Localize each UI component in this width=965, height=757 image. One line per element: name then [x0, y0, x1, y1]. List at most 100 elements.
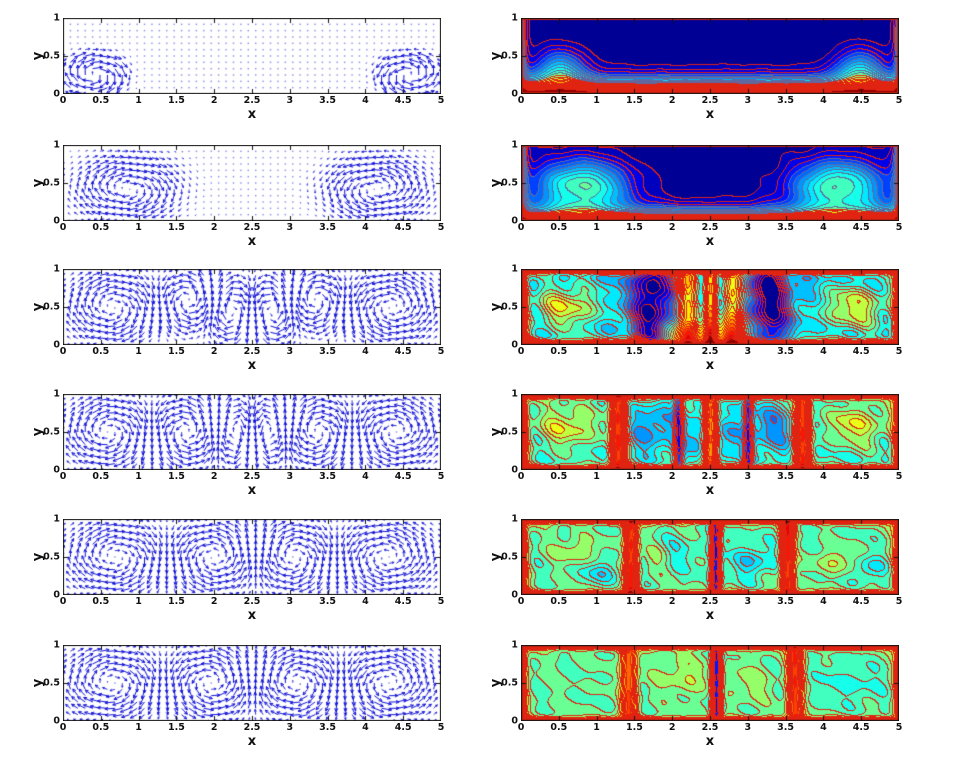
x-tick-label: 3 — [744, 596, 752, 607]
x-tick-label: 2.5 — [701, 471, 719, 482]
x-axis-label: x — [247, 483, 257, 498]
plot-canvas-row1-col1 — [63, 18, 441, 94]
x-tick-label: 2.5 — [243, 95, 261, 106]
x-tick-label: 3 — [744, 471, 752, 482]
x-tick-label: 2.5 — [243, 722, 261, 733]
panel-row1-col2-contourf: 0 0.5 1 1.5 2 2.5 3 3.5 4 4.5 5 0 0.5 1 x y — [489, 13, 903, 123]
x-tick-label: 3 — [286, 471, 294, 482]
x-tick-label: 1 — [135, 722, 142, 733]
y-axis-label: y — [488, 302, 504, 312]
y-tick-label: 1 — [53, 639, 60, 651]
x-tick-label: 2.5 — [243, 596, 261, 607]
x-tick-label: 4.5 — [394, 222, 412, 233]
x-tick-label: 5 — [895, 95, 903, 106]
y-tick-label: 0.5 — [501, 177, 518, 189]
x-tick-label: 3 — [744, 95, 752, 106]
x-tick-label: 5 — [437, 722, 445, 733]
x-tick-label: 3.5 — [319, 222, 337, 233]
y-tick-label: 0 — [53, 589, 60, 601]
y-tick-label: 0.5 — [501, 301, 518, 313]
panel-row1-col1-quiver: 0 0.5 1 1.5 2 2.5 3 3.5 4 4.5 5 0 0.5 1 x y — [31, 13, 445, 123]
y-tick-label: 0 — [511, 339, 518, 351]
x-tick-label: 4.5 — [852, 222, 870, 233]
x-tick-label: 2.5 — [243, 222, 261, 233]
x-tick-label: 1 — [135, 471, 142, 482]
plot-canvas-row6-col2 — [521, 645, 899, 721]
y-tick-label: 0 — [511, 464, 518, 476]
x-tick-label: 2 — [668, 596, 676, 607]
plot-canvas-row3-col1 — [63, 269, 441, 345]
x-tick-label: 3 — [744, 222, 752, 233]
plot-canvas-row5-col2 — [521, 519, 899, 595]
x-tick-label: 2.5 — [243, 471, 261, 482]
plot-canvas-row6-col1 — [63, 645, 441, 721]
x-axis-label: x — [247, 734, 257, 749]
x-tick-label: 0.5 — [92, 596, 110, 607]
x-tick-label: 0.5 — [92, 471, 110, 482]
x-tick-label: 1.5 — [625, 222, 643, 233]
x-tick-label: 4 — [362, 222, 369, 233]
panel-row3-col1-quiver: 0 0.5 1 1.5 2 2.5 3 3.5 4 4.5 5 0 0.5 1 x y — [31, 264, 445, 374]
x-tick-label: 2.5 — [243, 346, 261, 357]
y-tick-label: 1 — [53, 388, 60, 400]
x-tick-label: 0.5 — [92, 722, 110, 733]
x-tick-label: 4 — [820, 346, 827, 357]
x-tick-label: 3 — [286, 222, 294, 233]
x-tick-label: 0 — [59, 95, 67, 106]
x-tick-label: 1.5 — [167, 471, 185, 482]
x-tick-label: 5 — [437, 95, 445, 106]
x-tick-label: 3.5 — [319, 722, 337, 733]
x-tick-label: 1.5 — [167, 722, 185, 733]
y-tick-label: 0 — [53, 88, 60, 100]
x-axis-label: x — [247, 358, 257, 373]
y-tick-label: 0 — [53, 215, 60, 227]
x-tick-label: 2 — [210, 222, 218, 233]
x-tick-label: 2 — [668, 722, 676, 733]
x-tick-label: 4 — [820, 95, 827, 106]
x-tick-label: 5 — [437, 222, 445, 233]
y-tick-label: 0.5 — [43, 426, 60, 438]
x-axis-label: x — [247, 234, 257, 249]
y-tick-label: 1 — [511, 12, 518, 24]
y-tick-label: 0 — [511, 215, 518, 227]
x-tick-label: 3.5 — [777, 95, 795, 106]
x-axis-label: x — [247, 608, 257, 623]
x-tick-label: 2 — [210, 346, 218, 357]
panel-row6-col2-contourf: 0 0.5 1 1.5 2 2.5 3 3.5 4 4.5 5 0 0.5 1 x y — [489, 640, 903, 750]
x-tick-label: 3.5 — [777, 222, 795, 233]
x-tick-label: 4 — [362, 722, 369, 733]
x-tick-label: 1 — [135, 95, 142, 106]
x-tick-label: 4 — [362, 471, 369, 482]
x-tick-label: 4 — [820, 722, 827, 733]
x-tick-label: 1.5 — [625, 95, 643, 106]
plot-canvas-row1-col2 — [521, 18, 899, 94]
plot-canvas-row4-col1 — [63, 394, 441, 470]
x-tick-label: 5 — [437, 346, 445, 357]
y-axis-label: y — [30, 678, 46, 688]
x-tick-label: 3.5 — [319, 95, 337, 106]
x-tick-label: 3 — [744, 346, 752, 357]
x-tick-label: 2 — [210, 471, 218, 482]
x-tick-label: 4.5 — [394, 95, 412, 106]
x-tick-label: 2.5 — [701, 346, 719, 357]
x-tick-label: 2 — [668, 95, 676, 106]
x-tick-label: 1 — [135, 596, 142, 607]
plot-canvas-row2-col2 — [521, 145, 899, 221]
x-tick-label: 0 — [517, 346, 525, 357]
x-tick-label: 4.5 — [852, 471, 870, 482]
x-tick-label: 4 — [362, 596, 369, 607]
y-tick-label: 0.5 — [501, 426, 518, 438]
y-axis-label: y — [30, 51, 46, 61]
x-tick-label: 0 — [59, 596, 67, 607]
x-tick-label: 0 — [59, 471, 67, 482]
y-tick-label: 1 — [511, 388, 518, 400]
panel-row5-col2-contourf: 0 0.5 1 1.5 2 2.5 3 3.5 4 4.5 5 0 0.5 1 x y — [489, 514, 903, 624]
x-tick-label: 5 — [895, 222, 903, 233]
x-tick-label: 1.5 — [625, 346, 643, 357]
y-tick-label: 0.5 — [43, 177, 60, 189]
x-tick-label: 2.5 — [701, 95, 719, 106]
x-tick-label: 3 — [286, 346, 294, 357]
y-axis-label: y — [30, 302, 46, 312]
y-tick-label: 0.5 — [501, 50, 518, 62]
